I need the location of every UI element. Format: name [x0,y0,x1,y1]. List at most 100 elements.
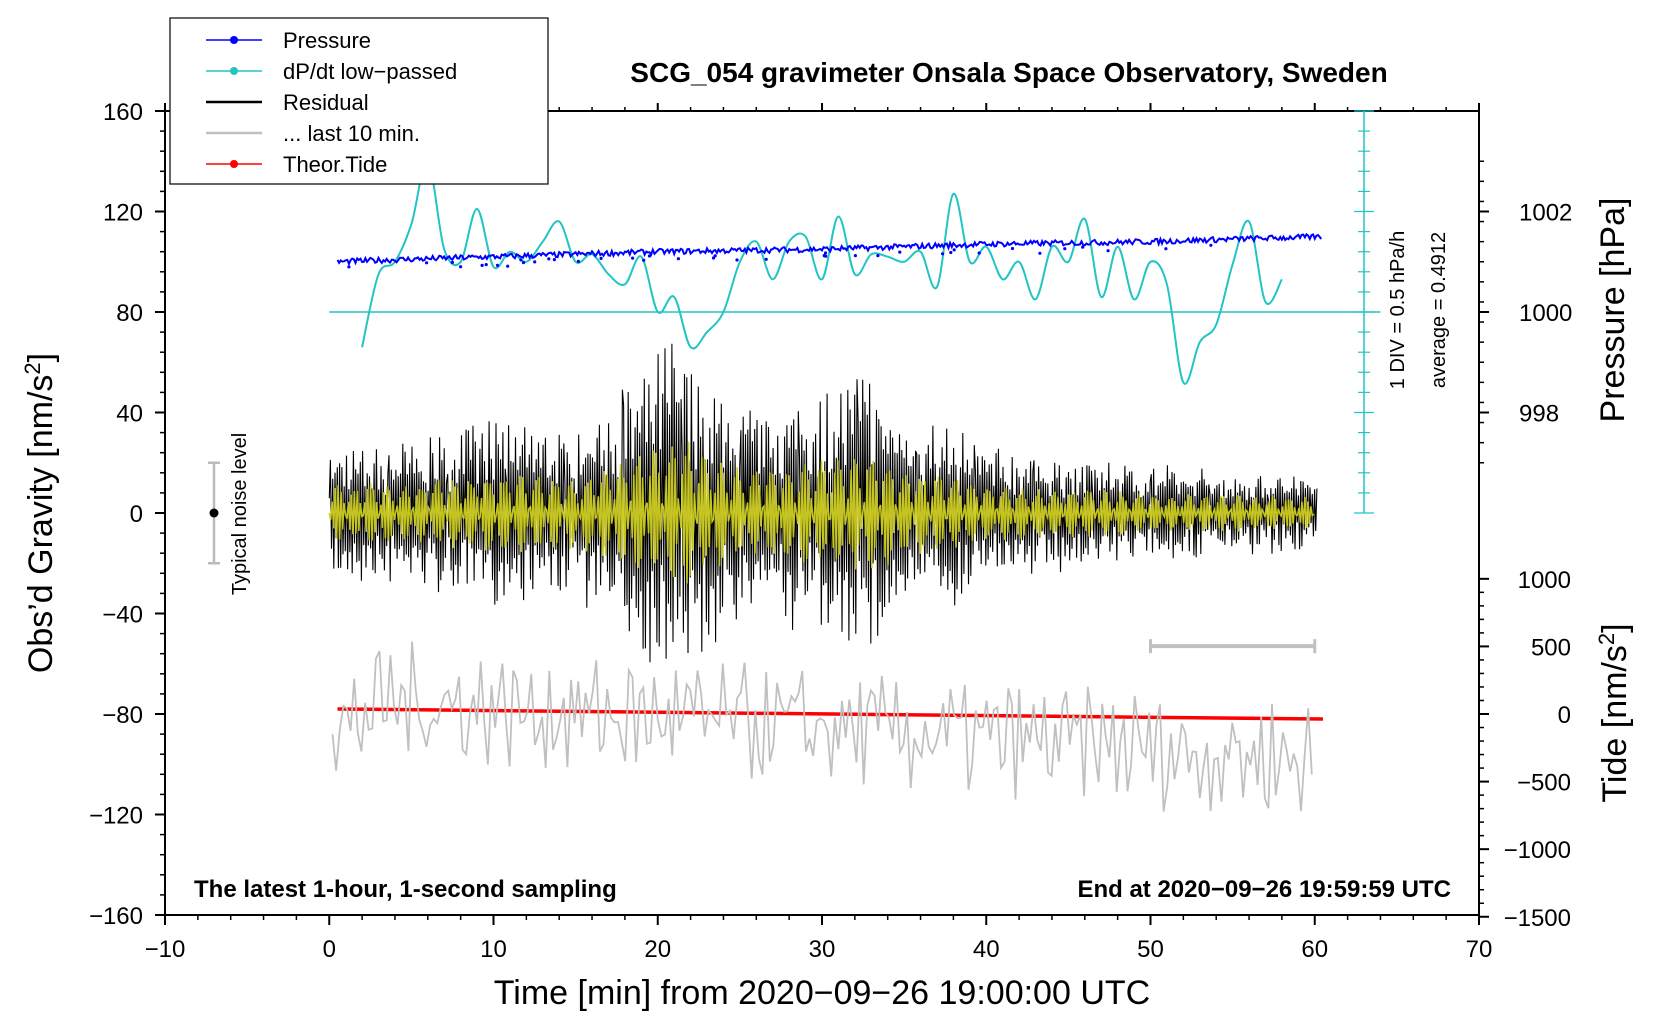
pressure-point [576,259,581,263]
pressure-point [459,265,463,269]
noise-dot [209,508,219,518]
tide-tick-label: 0 [1558,702,1571,729]
noise-level-label: Typical noise level [229,433,251,595]
noise-level-indicator: Typical noise level [208,433,251,595]
pressure-point [876,254,880,258]
tide-series [337,707,1323,721]
pressure-point [1106,249,1110,253]
tide-tick-label: 500 [1531,634,1571,661]
pressure-point [425,261,429,265]
last-10-min-line [331,641,1313,812]
residual-filtered-series [328,441,1315,584]
pressure-point [1010,246,1015,251]
y-tick-label: 120 [103,200,143,227]
pressure-line [336,232,1323,267]
pressure-point [347,265,351,269]
pressure-point [647,254,652,258]
y-tick-label: 80 [116,300,143,327]
pressure-point [676,257,681,261]
pressure-point [952,248,956,252]
tide-tick-label: −1000 [1504,837,1571,864]
dpdt-division-scale [1354,110,1375,514]
legend-label: Pressure [283,28,371,53]
tide-tick-label: −500 [1517,770,1571,797]
x-tick-label: 40 [973,936,1000,963]
pressure-point [642,258,646,262]
pressure-point [521,261,526,265]
pressure-point [853,254,858,258]
y-tick-label: 0 [130,501,143,528]
pressure-point [1038,251,1042,255]
x-tick-label: −10 [145,936,186,963]
y-tick-label: −80 [102,702,143,729]
pressure-series [336,232,1323,269]
end-time-note: End at 2020−09−26 19:59:59 UTC [1077,876,1451,903]
y-tick-label: 160 [103,99,143,126]
x-tick-label: 0 [323,936,336,963]
pressure-point [1209,243,1213,247]
legend-marker [230,67,238,75]
last-10-min-bar [1149,639,1317,654]
pressure-point [711,256,716,260]
pressure-tick-label: 998 [1519,401,1559,428]
average-label: average = 0.4912 [1428,232,1450,388]
dpdt-series [329,160,1381,385]
x-tick-label: 60 [1301,936,1328,963]
legend-label: Residual [283,90,369,115]
y-tick-label: 40 [116,401,143,428]
x-tick-label: 50 [1137,936,1164,963]
axes: −10 0 10 20 30 40 50 60 70 160 120 80 40 0 −40 −80 −120 −… [89,99,1572,963]
dpdt-line [361,160,1283,385]
pressure-point [450,260,454,264]
tide-line [337,707,1323,721]
y-tick-label: −120 [89,803,143,830]
legend-label: dP/dt low−passed [283,59,457,84]
pressure-point [823,251,828,255]
pressure-point [480,263,484,267]
legend-marker [230,160,238,168]
div-label: 1 DIV = 0.5 hPa/h [1387,231,1409,389]
pressure-tick-label: 1000 [1519,300,1572,327]
pressure-axis-label: Pressure [hPa] [1594,198,1632,423]
pressure-point [764,257,768,261]
pressure-point [949,250,953,255]
pressure-tick-label: 1002 [1519,200,1572,227]
x-tick-label: 10 [480,936,507,963]
chart-title: SCG_054 gravimeter Onsala Space Observat… [630,57,1387,88]
pressure-point [484,263,488,267]
pressure-point [1164,247,1168,251]
legend-label: Theor.Tide [283,152,387,177]
y-tick-label: −40 [102,602,143,629]
y-axis-label: Obs’d Gravity [nm/s2] [20,353,60,673]
last-10-min-series [331,641,1313,812]
pressure-point [552,258,557,262]
x-tick-label: 20 [644,936,671,963]
y-tick-label: −160 [89,903,143,930]
pressure-point [941,252,945,256]
pressure-point [977,251,981,255]
pressure-point [495,263,500,267]
pressure-point [822,254,826,258]
x-tick-label: 70 [1466,936,1493,963]
pressure-point [506,264,510,268]
tide-tick-label: 1000 [1518,567,1571,594]
x-axis-label: Time [min] from 2020−09−26 19:00:00 UTC [494,974,1150,1012]
x-tick-label: 30 [809,936,836,963]
legend: Pressure dP/dt low−passed Residual ... last… [169,17,549,185]
pressure-point [519,258,523,262]
pressure-point [898,250,902,254]
legend-marker [230,36,238,44]
residual-filtered-line [328,441,1315,584]
pressure-point [533,260,537,264]
tide-axis-label: Tide [nm/s2] [1594,623,1634,802]
legend-label: ... last 10 min. [283,121,420,146]
sampling-note: The latest 1-hour, 1-second sampling [194,876,617,903]
pressure-point [735,258,739,262]
pressure-point [1081,245,1085,249]
pressure-point [1063,247,1067,251]
pressure-point [547,257,551,261]
pressure-point [599,256,603,260]
pressure-point [631,256,635,260]
tide-tick-label: −1500 [1504,905,1571,932]
